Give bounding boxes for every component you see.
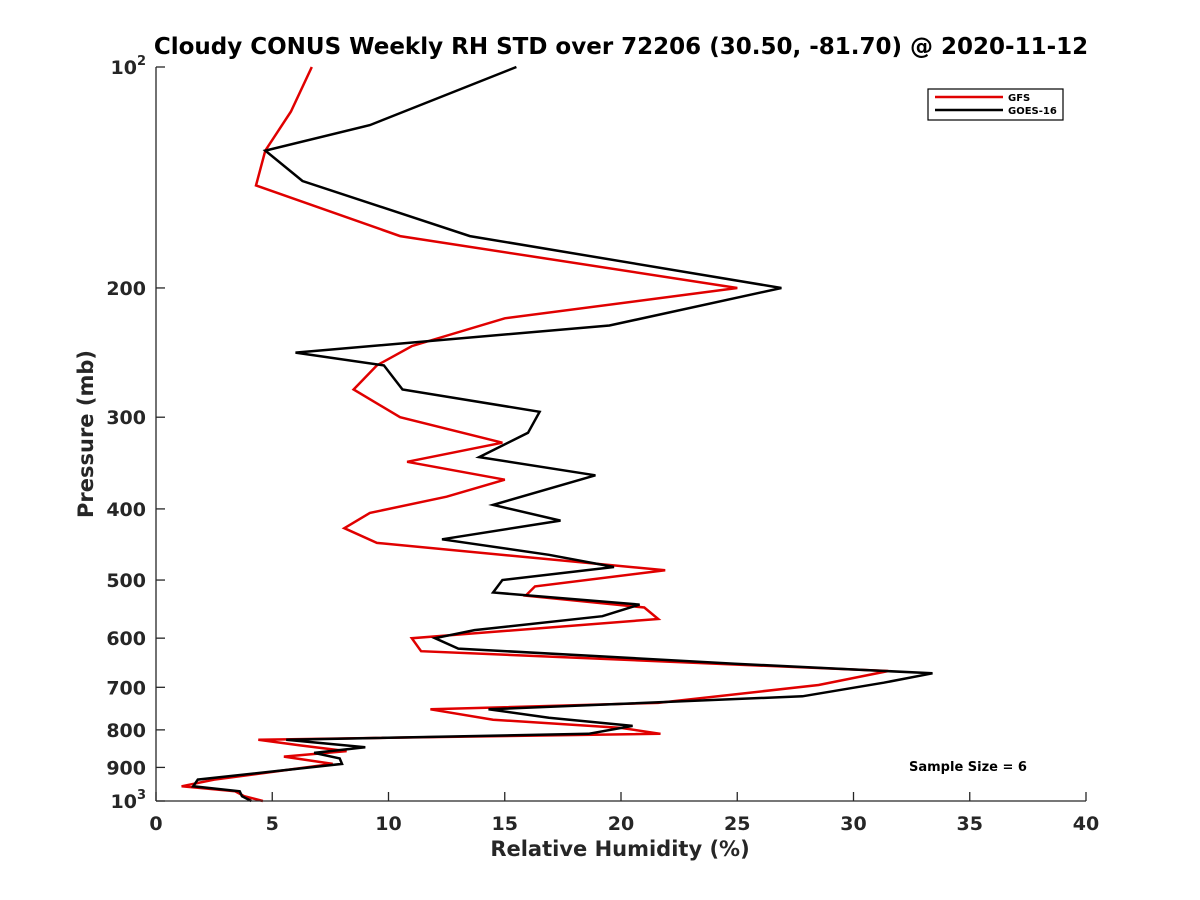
sample-size-annotation: Sample Size = 6 xyxy=(909,760,1027,775)
y-tick-label: 400 xyxy=(106,499,146,521)
tick-layer: 0 5 10 15 20 25 30 35 40 102 200 300 400 500 600 700 800… xyxy=(106,54,1099,835)
x-tick-label: 20 xyxy=(608,813,634,835)
x-tick-label: 30 xyxy=(840,813,866,835)
x-tick-label: 10 xyxy=(375,813,401,835)
y-tick-label: 103 xyxy=(111,788,147,813)
y-tick-label: 900 xyxy=(106,757,146,779)
y-axis-label: Pressure (mb) xyxy=(74,350,98,518)
series-line-goes16 xyxy=(190,65,933,803)
x-axis-label: Relative Humidity (%) xyxy=(490,837,749,861)
x-tick-label: 40 xyxy=(1073,813,1099,835)
x-tick-label: 35 xyxy=(957,813,983,835)
y-tick-label: 800 xyxy=(106,720,146,742)
y-tick-label: 102 xyxy=(111,54,147,79)
legend: GFS GOES-16 xyxy=(927,88,1064,121)
y-tick-label: 600 xyxy=(106,628,146,650)
chart-title: Cloudy CONUS Weekly RH STD over 72206 (3… xyxy=(154,34,1088,60)
legend-goes16-label: GOES-16 xyxy=(1008,106,1057,117)
series-layer xyxy=(181,65,933,803)
y-tick-label: 500 xyxy=(106,570,146,592)
legend-box xyxy=(927,88,1064,121)
y-tick-label: 700 xyxy=(106,677,146,699)
legend-gfs-label: GFS xyxy=(1008,93,1030,104)
y-tick-label: 200 xyxy=(106,278,146,300)
x-tick-label: 0 xyxy=(149,813,162,835)
y-tick-label: 300 xyxy=(106,407,146,429)
x-tick-label: 25 xyxy=(724,813,750,835)
x-tick-label: 5 xyxy=(266,813,279,835)
x-tick-label: 15 xyxy=(492,813,518,835)
